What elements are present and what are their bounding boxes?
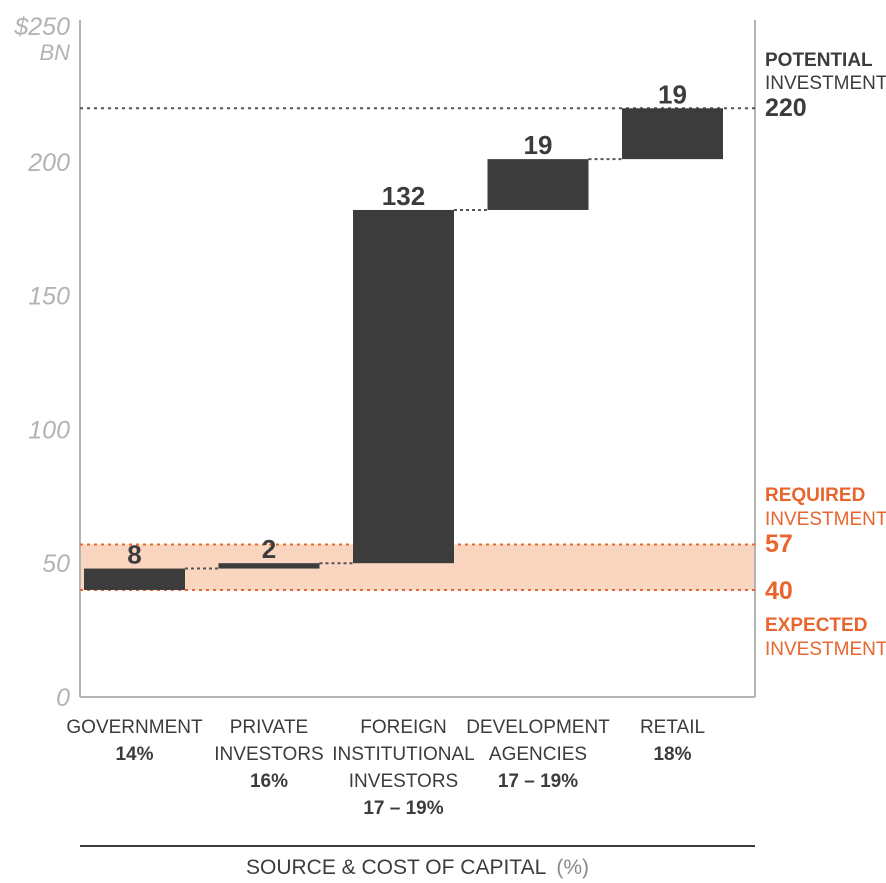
y-tick-label: 100 [28, 416, 70, 444]
y-tick-label: 0 [56, 684, 70, 712]
bar [622, 108, 723, 160]
category-label: INSTITUTIONAL [332, 744, 475, 765]
cost-label: 18% [653, 744, 691, 765]
bar-value-label: 132 [382, 181, 425, 211]
cost-label: 16% [250, 771, 288, 792]
required-value: 57 [765, 530, 793, 558]
chart-axes [79, 20, 756, 698]
right-annotations: POTENTIALINVESTMENT220REQUIREDINVESTMENT… [765, 50, 886, 660]
y-tick-label: 150 [28, 283, 70, 311]
category-label: INVESTORS [214, 744, 323, 765]
y-axis-ticks: 0 50 100 150 200 [27, 149, 70, 712]
bar-value-label: 19 [658, 79, 687, 109]
bars [84, 108, 723, 590]
y-unit-top: $250 [13, 13, 70, 41]
bar [84, 568, 185, 590]
required-title: REQUIRED [765, 485, 865, 506]
expected-title: EXPECTED [765, 615, 867, 636]
category-label: DEVELOPMENT [466, 717, 610, 738]
bar-value-label: 19 [524, 130, 553, 160]
bar-value-labels: 8 2 132 19 19 [127, 79, 687, 569]
bar-value-label: 8 [127, 540, 141, 570]
potential-value: 220 [765, 94, 807, 122]
category-label: GOVERNMENT [66, 717, 203, 738]
category-label: INVESTORS [349, 771, 458, 792]
expected-subtitle: INVESTMENT [765, 639, 886, 660]
cost-label: 14% [115, 744, 153, 765]
expected-value: 40 [765, 577, 793, 605]
potential-subtitle: INVESTMENT [765, 73, 886, 94]
x-axis-title-main: SOURCE & COST OF CAPITAL [246, 856, 546, 879]
y-tick-label: 200 [27, 149, 70, 177]
bar [487, 159, 589, 210]
bar [218, 563, 320, 569]
cost-label: 17 – 19% [363, 798, 443, 819]
y-unit-bottom: BN [39, 40, 70, 65]
cost-label: 17 – 19% [498, 771, 578, 792]
y-tick-label: 50 [42, 550, 70, 578]
category-label: RETAIL [640, 717, 705, 738]
potential-title: POTENTIAL [765, 50, 873, 71]
bar [353, 209, 454, 564]
category-label: PRIVATE [230, 717, 308, 738]
category-label: FOREIGN [360, 717, 447, 738]
required-subtitle: INVESTMENT [765, 509, 886, 530]
category-labels: GOVERNMENT 14% PRIVATE INVESTORS 16% FOREIGN I… [66, 717, 705, 819]
x-axis-title: SOURCE & COST OF CAPITAL (%) [246, 856, 589, 879]
bar-value-label: 2 [262, 534, 276, 564]
x-axis-title-unit: (%) [556, 856, 589, 879]
category-label: AGENCIES [489, 744, 587, 765]
